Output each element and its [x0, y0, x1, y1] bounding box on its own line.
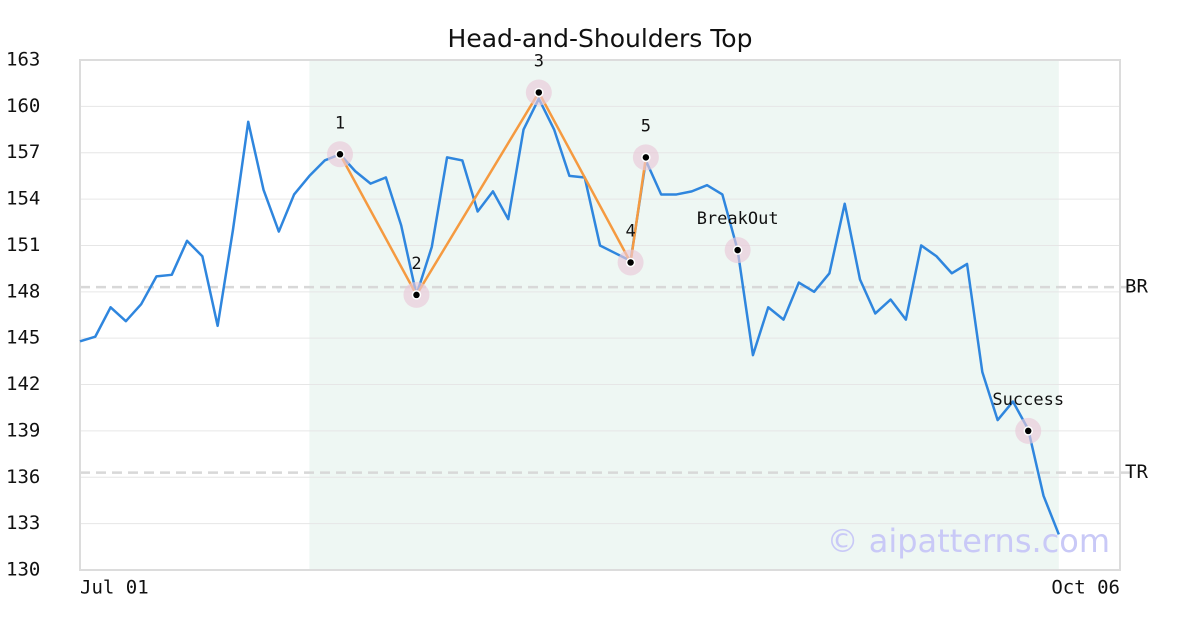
price-line	[79, 97, 1060, 535]
watermark: © aipatterns.com	[827, 522, 1110, 560]
pattern-label: 3	[534, 51, 544, 71]
y-tick-label: 157	[6, 141, 40, 163]
pattern-point	[732, 245, 743, 255]
reference-label: TR	[1125, 461, 1148, 483]
pattern-label: Success	[992, 390, 1064, 410]
pattern-point	[641, 152, 651, 163]
y-tick-label: 139	[6, 419, 40, 441]
y-tick-label: 136	[6, 466, 40, 488]
pattern-label: 4	[625, 221, 635, 241]
y-tick-label: 133	[6, 512, 40, 534]
pattern-label: 5	[641, 116, 651, 136]
x-tick-label: Oct 06	[1051, 577, 1120, 599]
y-tick-label: 154	[6, 188, 40, 210]
pattern-region	[309, 60, 1059, 570]
y-tick-label: 142	[6, 373, 40, 395]
reference-label: BR	[1125, 276, 1148, 298]
pattern-label: 2	[411, 254, 421, 274]
pattern-point	[335, 149, 345, 160]
y-tick-label: 151	[6, 234, 40, 256]
y-tick-label: 148	[6, 280, 40, 302]
x-tick-label: Jul 01	[80, 577, 149, 599]
chart-title: Head-and-Shoulders Top	[448, 24, 753, 53]
pattern-point	[411, 290, 422, 300]
y-tick-label: 163	[6, 49, 40, 71]
y-tick-label: 160	[6, 95, 40, 117]
plot-frame	[79, 59, 1121, 571]
pattern-point	[625, 257, 636, 268]
pattern-point	[1023, 426, 1033, 436]
pattern-label: BreakOut	[697, 209, 779, 229]
pattern-point	[534, 87, 544, 98]
y-tick-label: 145	[6, 327, 40, 349]
pattern-label: 1	[335, 113, 345, 133]
y-tick-label: 130	[6, 559, 40, 581]
